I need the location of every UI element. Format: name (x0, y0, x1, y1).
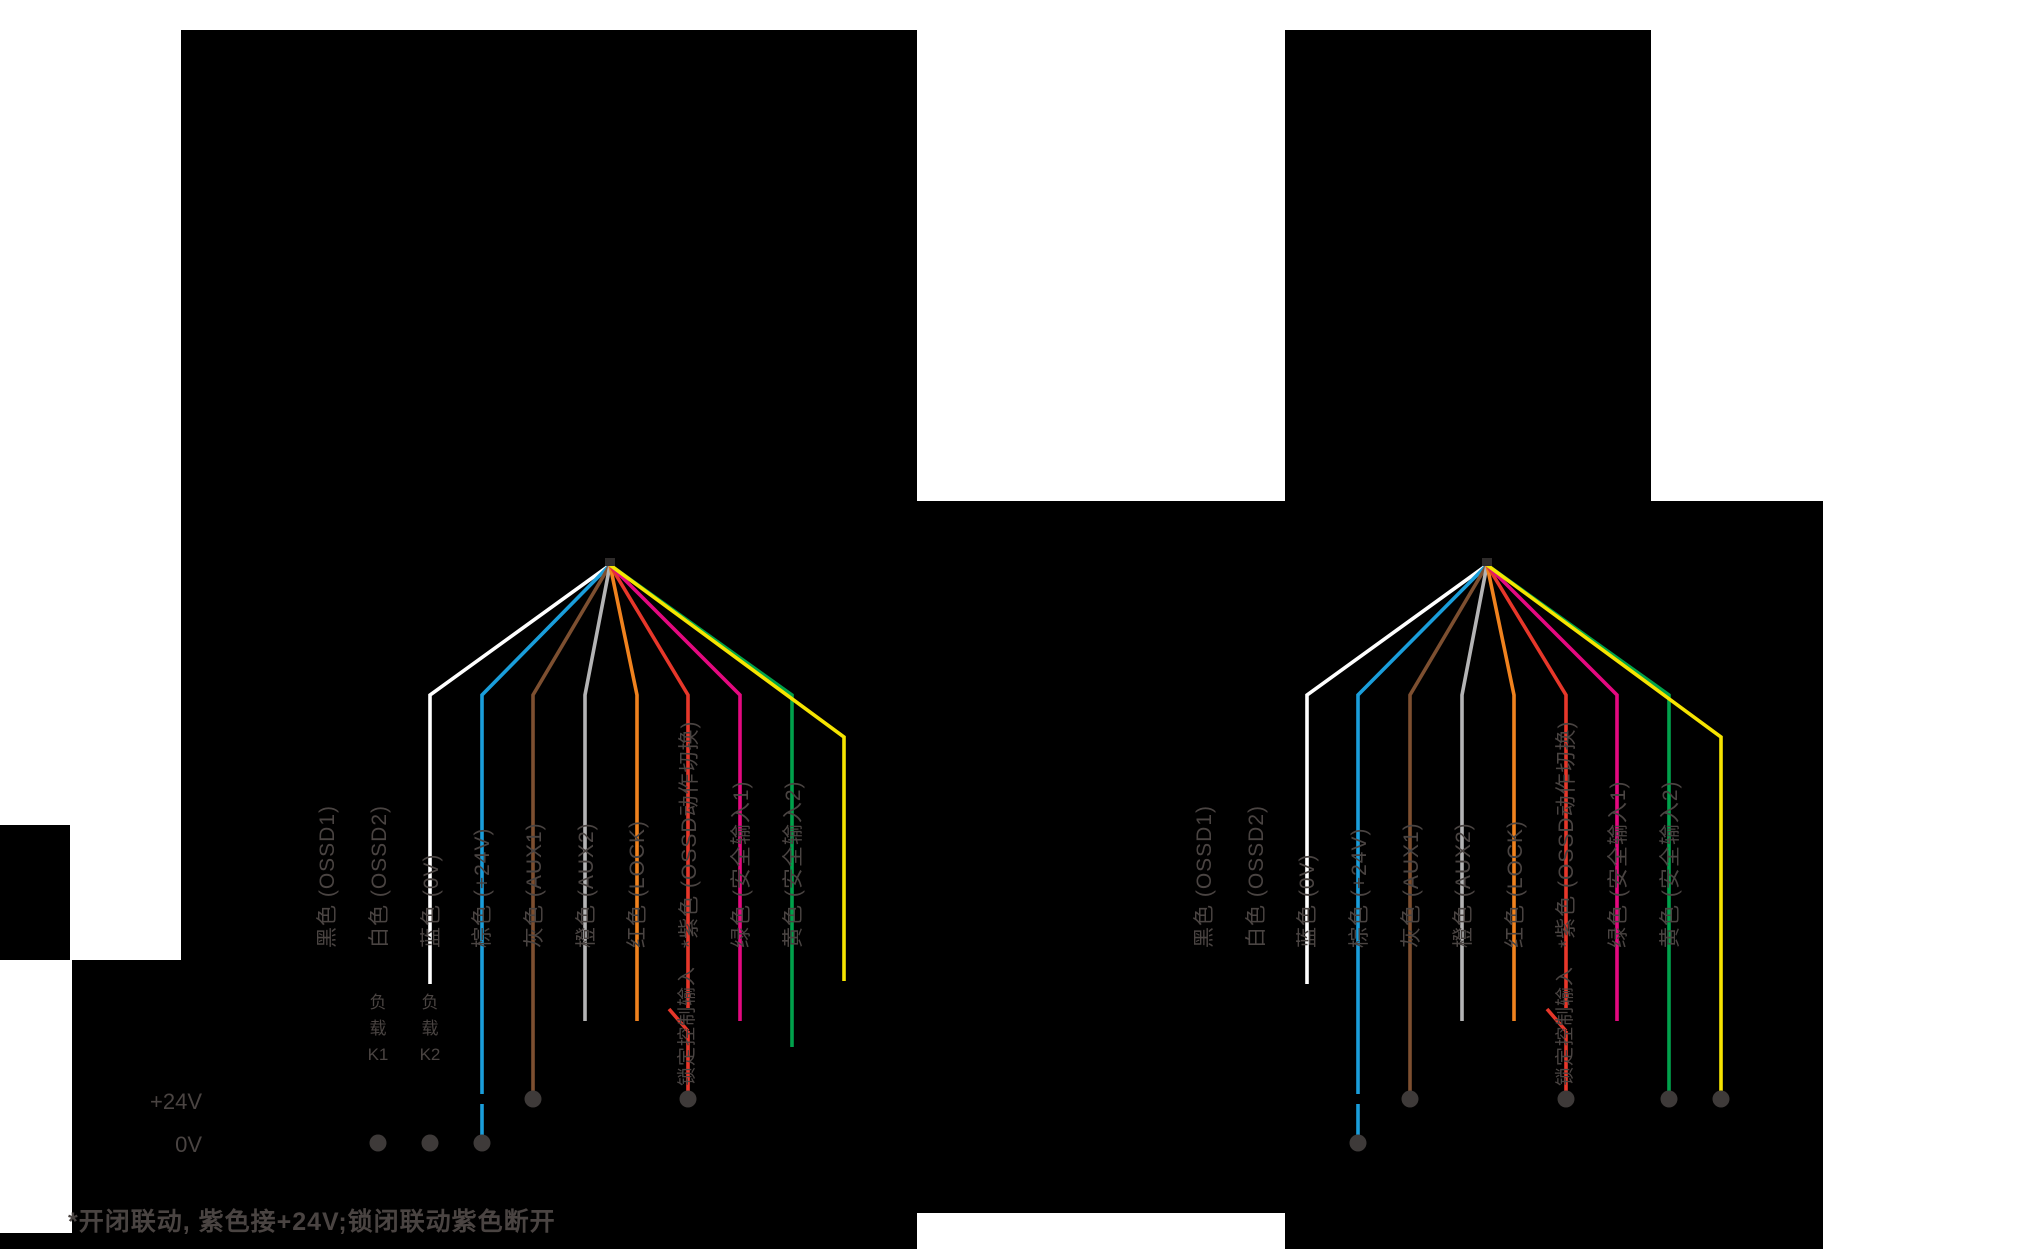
wire-label-purple-right: *紫色 (OSSD动作切换) (1555, 720, 1578, 948)
rail-label-0v: 0V (175, 1132, 202, 1157)
load-k2-label: 负 载 K2 (419, 993, 441, 1064)
load-k1-label: 负 载 K1 (367, 993, 389, 1064)
product-photo-left (181, 30, 917, 501)
wire-label-purple-left: *紫色 (OSSD动作切换) (678, 720, 701, 948)
lock-input-label-left: 锁定控制输入 (677, 965, 698, 1086)
wire-purple-right (1485, 563, 1619, 1021)
wire-label-green-right: 绿色 (安全输入1) (1607, 780, 1630, 949)
wire-label-black-right: 黑色 (OSSD1) (1193, 804, 1216, 948)
rail-label-24v: +24V (150, 1089, 202, 1114)
white-background-region (70, 825, 181, 960)
white-background-region (0, 0, 2020, 30)
connection-dot-white-left (421, 1134, 439, 1152)
footnote: *开闭联动, 紫色接+24V;锁闭联动紫色断开 (68, 1208, 556, 1236)
white-background-region (1651, 30, 2020, 501)
connection-dot-blue-left (473, 1134, 491, 1152)
wire-label-white-right: 白色 (OSSD2) (1245, 804, 1268, 948)
white-background-region (917, 1213, 1285, 1249)
wire-white-left (428, 563, 612, 984)
wire-label-orange-left: 橙色 (AUX2) (575, 822, 598, 948)
wire-label-brown-right: 棕色 (+24V) (1348, 827, 1371, 948)
white-background-region (0, 960, 72, 1233)
wire-blue-right (1356, 563, 1489, 1094)
wire-label-yellow-left: 黄色 (安全输入2) (782, 780, 805, 949)
wire-label-blue-right: 蓝色 (0V) (1296, 853, 1319, 948)
cable-end-right (1482, 558, 1492, 566)
lock-input-label-right: 锁定控制输入 (1555, 965, 1576, 1086)
connection-dot-red-left (679, 1090, 697, 1108)
wire-red-right (1485, 564, 1568, 1008)
wire-label-green-left: 绿色 (安全输入1) (730, 780, 753, 949)
wire-brown-right (1408, 564, 1489, 1099)
wire-label-gray-left: 灰色 (AUX1) (523, 822, 546, 948)
connection-dot-brown-right (1401, 1090, 1419, 1108)
wire-black-left (376, 563, 611, 984)
lock-switch-lever-left (667, 1007, 690, 1033)
wire-orange-left (608, 564, 639, 1021)
wire-blue-left (480, 563, 612, 1094)
connection-dot-blue-right (1349, 1134, 1367, 1152)
wire-label-red-left: 红色 (LOCK) (626, 819, 649, 948)
connection-dot-red-right (1557, 1090, 1575, 1108)
connection-dot-green-right (1660, 1090, 1678, 1108)
wire-label-blue-left: 蓝色 (0V) (420, 853, 443, 948)
wire-white-right (1305, 563, 1489, 984)
connection-dot-black-left (369, 1134, 387, 1152)
product-photo-right (1285, 30, 1651, 501)
wire-label-black-left: 黑色 (OSSD1) (316, 804, 339, 948)
wire-label-white-left: 白色 (OSSD2) (368, 804, 391, 948)
wire-label-orange-right: 橙色 (AUX2) (1452, 822, 1475, 948)
white-background-region (1823, 501, 2020, 1249)
wire-yellow-right (1485, 563, 1723, 1099)
wire-orange-right (1485, 564, 1516, 1021)
wire-brown-left (531, 564, 612, 1099)
wire-black-right (1253, 563, 1488, 984)
wire-red-left (608, 564, 690, 1008)
connection-dot-yellow-right (1712, 1090, 1730, 1108)
wire-gray-right (1460, 564, 1489, 1021)
wire-yellow-left (608, 563, 846, 981)
white-background-region (0, 30, 181, 825)
cable-end-left (605, 558, 615, 566)
lock-switch-lever-right (1545, 1007, 1568, 1033)
wire-gray-left (583, 564, 612, 1021)
wire-purple-left (608, 563, 742, 1021)
connection-dot-brown-left (524, 1090, 542, 1108)
wire-label-yellow-right: 黄色 (安全输入2) (1659, 780, 1682, 949)
white-background-region (917, 30, 1285, 501)
wire-label-gray-right: 灰色 (AUX1) (1400, 822, 1423, 948)
wire-label-brown-left: 棕色 (+24V) (471, 827, 494, 948)
wire-label-red-right: 红色 (LOCK) (1504, 819, 1527, 948)
